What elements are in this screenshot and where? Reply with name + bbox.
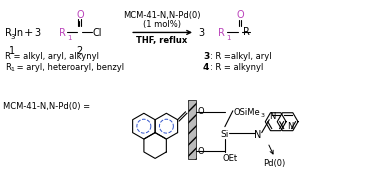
Text: R = alkyl, aryl, alkynyl: R = alkyl, aryl, alkynyl (5, 52, 99, 61)
Text: O: O (198, 147, 204, 155)
Text: 3: 3 (203, 52, 209, 61)
Text: 3: 3 (198, 28, 204, 38)
Text: N: N (270, 112, 276, 121)
Text: OEt: OEt (223, 154, 238, 163)
Bar (188, 100, 196, 159)
Text: R: R (59, 28, 66, 38)
Text: OSiMe: OSiMe (234, 108, 260, 117)
Text: 2: 2 (76, 46, 82, 56)
Text: N: N (287, 122, 294, 131)
Text: 1: 1 (9, 46, 15, 56)
Text: MCM-41-N,N-Pd(0) =: MCM-41-N,N-Pd(0) = (3, 102, 90, 111)
Text: THF, reflux: THF, reflux (136, 36, 188, 45)
Text: 3: 3 (11, 34, 15, 40)
Text: Pd(0): Pd(0) (263, 159, 286, 168)
Text: MCM-41-N,N-Pd(0): MCM-41-N,N-Pd(0) (123, 11, 201, 20)
Text: 4: 4 (203, 63, 209, 72)
Text: O: O (236, 10, 244, 20)
Text: In: In (14, 28, 23, 38)
Text: +: + (24, 28, 33, 38)
Text: 3: 3 (34, 28, 41, 38)
Text: Cl: Cl (92, 28, 102, 38)
Text: : R =alkyl, aryl: : R =alkyl, aryl (210, 52, 271, 61)
Text: N: N (254, 130, 262, 140)
Text: R: R (243, 28, 250, 37)
Text: 1: 1 (67, 35, 72, 41)
Text: 1: 1 (226, 35, 231, 41)
Text: O: O (77, 10, 84, 20)
Text: Si: Si (221, 130, 229, 139)
Text: R: R (5, 63, 11, 72)
Text: R: R (5, 28, 12, 38)
Text: (1 mol%): (1 mol%) (143, 20, 181, 29)
Text: = aryl, heteroaryl, benzyl: = aryl, heteroaryl, benzyl (14, 63, 124, 72)
Text: 3: 3 (261, 113, 265, 118)
Text: : R = alkynyl: : R = alkynyl (210, 63, 263, 72)
Text: R: R (218, 28, 225, 38)
Text: 1: 1 (11, 67, 14, 72)
Text: O: O (198, 107, 204, 116)
